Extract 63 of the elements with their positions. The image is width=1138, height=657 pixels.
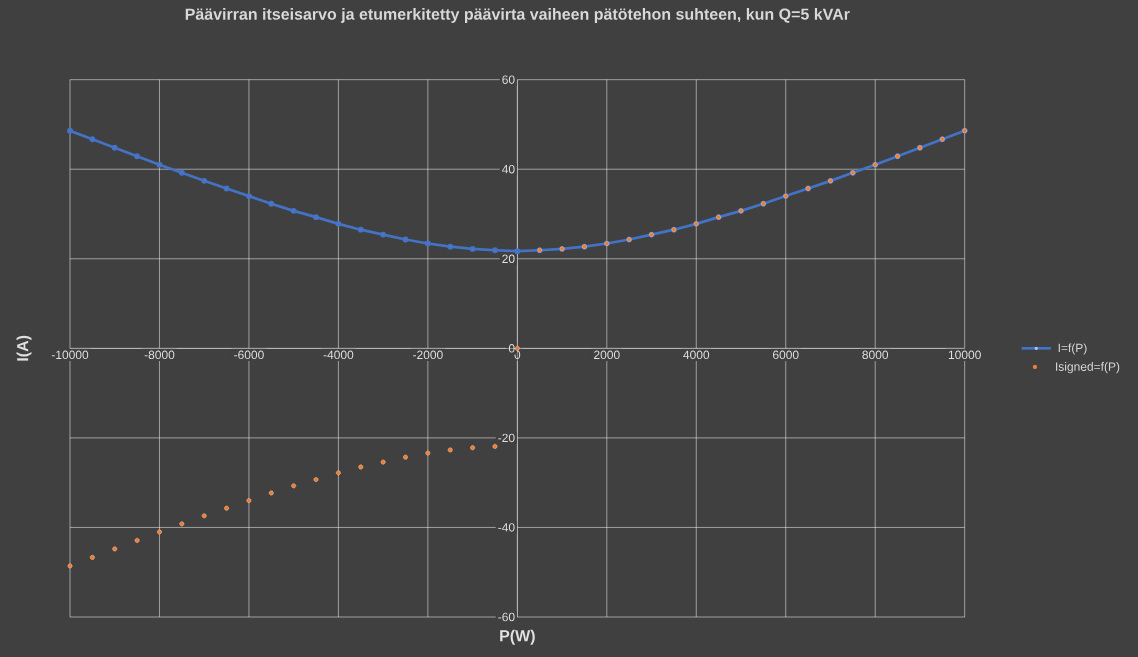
point — [424, 240, 431, 247]
x-tick-label: 2000 — [594, 350, 620, 360]
x-tick-label: 4000 — [683, 350, 710, 360]
point — [89, 136, 96, 143]
point — [470, 445, 476, 451]
y-tick-label: -60 — [498, 612, 515, 622]
point — [290, 207, 297, 214]
x-tick-label: 10000 — [948, 350, 981, 360]
point — [201, 177, 208, 184]
x-tick-label: 6000 — [773, 350, 799, 360]
point — [403, 454, 408, 460]
point — [268, 200, 275, 207]
point — [111, 144, 118, 151]
x-tick-label: -6000 — [234, 350, 264, 360]
point — [246, 193, 252, 200]
point — [336, 470, 341, 476]
point — [268, 490, 274, 496]
legend-label: Isigned=f(P) — [1056, 362, 1120, 374]
y-tick-label: -40 — [498, 523, 515, 532]
point — [514, 248, 521, 255]
chart-title: Päävirran itseisarvo ja etumerkitetty päävirta vaiheen pätötehon suhteen, kun Q=5 kVAr — [185, 8, 850, 23]
point — [223, 185, 230, 192]
point — [357, 226, 364, 233]
point — [469, 245, 476, 252]
point — [134, 538, 140, 543]
point — [179, 521, 185, 527]
point — [380, 231, 387, 238]
y-tick-label: 0 — [508, 344, 515, 353]
x-tick-label: -4000 — [323, 350, 354, 360]
x-tick-label: -2000 — [413, 350, 443, 360]
point — [402, 236, 409, 243]
point — [134, 153, 141, 160]
point — [313, 477, 319, 482]
point — [358, 464, 364, 470]
x-tick-label: -8000 — [144, 350, 175, 360]
x-axis-title: P(W) — [500, 629, 535, 645]
point — [178, 169, 185, 176]
x-tick-label: 8000 — [862, 350, 889, 360]
y-tick-label: 20 — [502, 254, 515, 264]
point — [246, 498, 252, 503]
point — [291, 483, 297, 489]
point — [335, 220, 342, 227]
point — [157, 529, 162, 535]
point — [313, 214, 319, 221]
point — [156, 161, 163, 168]
x-tick-label: -10000 — [51, 350, 89, 360]
point — [447, 447, 453, 453]
legend-label: I=f(P) — [1058, 343, 1087, 355]
y-tick-label: 40 — [502, 164, 515, 174]
y-tick-label: -20 — [498, 433, 515, 443]
y-tick-label: 60 — [502, 75, 515, 84]
point — [492, 443, 498, 449]
point — [224, 505, 229, 511]
point — [112, 546, 118, 552]
point — [492, 247, 498, 254]
point — [89, 555, 95, 560]
y-axis-title: I(A) — [16, 335, 32, 361]
point — [425, 450, 431, 456]
point — [67, 563, 73, 569]
point — [201, 513, 207, 519]
point — [67, 127, 73, 134]
point — [380, 459, 386, 465]
point — [447, 243, 454, 250]
